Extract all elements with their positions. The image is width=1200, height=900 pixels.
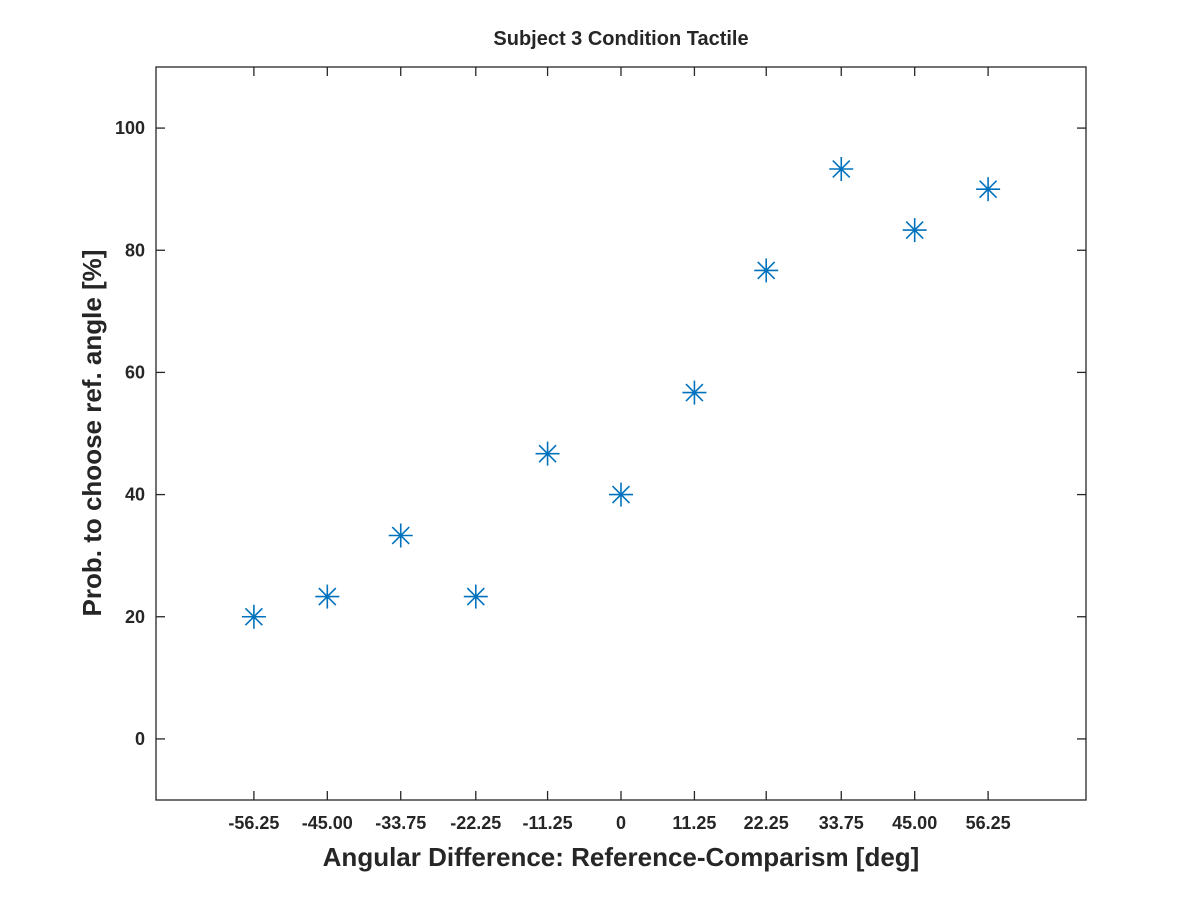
- y-axis-ticks: 0 20 40 60 80 100: [115, 118, 1086, 749]
- y-tick-label: 60: [125, 362, 145, 382]
- x-tick-label: -56.25: [228, 813, 279, 833]
- x-tick-label: 45.00: [892, 813, 937, 833]
- data-point: [829, 157, 854, 182]
- y-tick-label: 80: [125, 240, 145, 260]
- data-point: [902, 218, 927, 243]
- y-tick-label: 20: [125, 607, 145, 627]
- data-point: [315, 584, 340, 609]
- data-point: [609, 482, 633, 507]
- x-axis-ticks: -56.25 -45.00 -33.75 -22.25 -11.25 0 11.25 22.2…: [228, 67, 1011, 833]
- data-point: [682, 380, 707, 405]
- y-axis-label: Prob. to choose ref. angle [%]: [77, 250, 107, 617]
- plot-area: [155, 66, 1087, 801]
- y-tick-label: 0: [135, 729, 145, 749]
- x-tick-label: -33.75: [375, 813, 426, 833]
- x-tick-label: 56.25: [966, 813, 1011, 833]
- chart-title: Subject 3 Condition Tactile: [493, 28, 748, 50]
- x-tick-label: -11.25: [523, 813, 573, 833]
- data-points: [241, 157, 1001, 629]
- y-tick-label: 40: [125, 485, 145, 505]
- x-tick-label: 33.75: [819, 813, 864, 833]
- x-tick-label: -22.25: [450, 813, 501, 833]
- y-tick-label: 100: [115, 118, 145, 138]
- data-point: [976, 177, 1001, 202]
- data-point: [388, 523, 413, 548]
- x-tick-label: 11.25: [672, 813, 716, 833]
- x-tick-label: 0: [616, 813, 626, 833]
- data-point: [535, 441, 560, 466]
- x-tick-label: 22.25: [744, 813, 789, 833]
- data-point: [754, 258, 779, 283]
- x-tick-label: -45.00: [302, 813, 353, 833]
- x-axis-label: Angular Difference: Reference-Comparism …: [323, 842, 920, 872]
- data-point: [241, 604, 266, 629]
- data-point: [463, 584, 488, 609]
